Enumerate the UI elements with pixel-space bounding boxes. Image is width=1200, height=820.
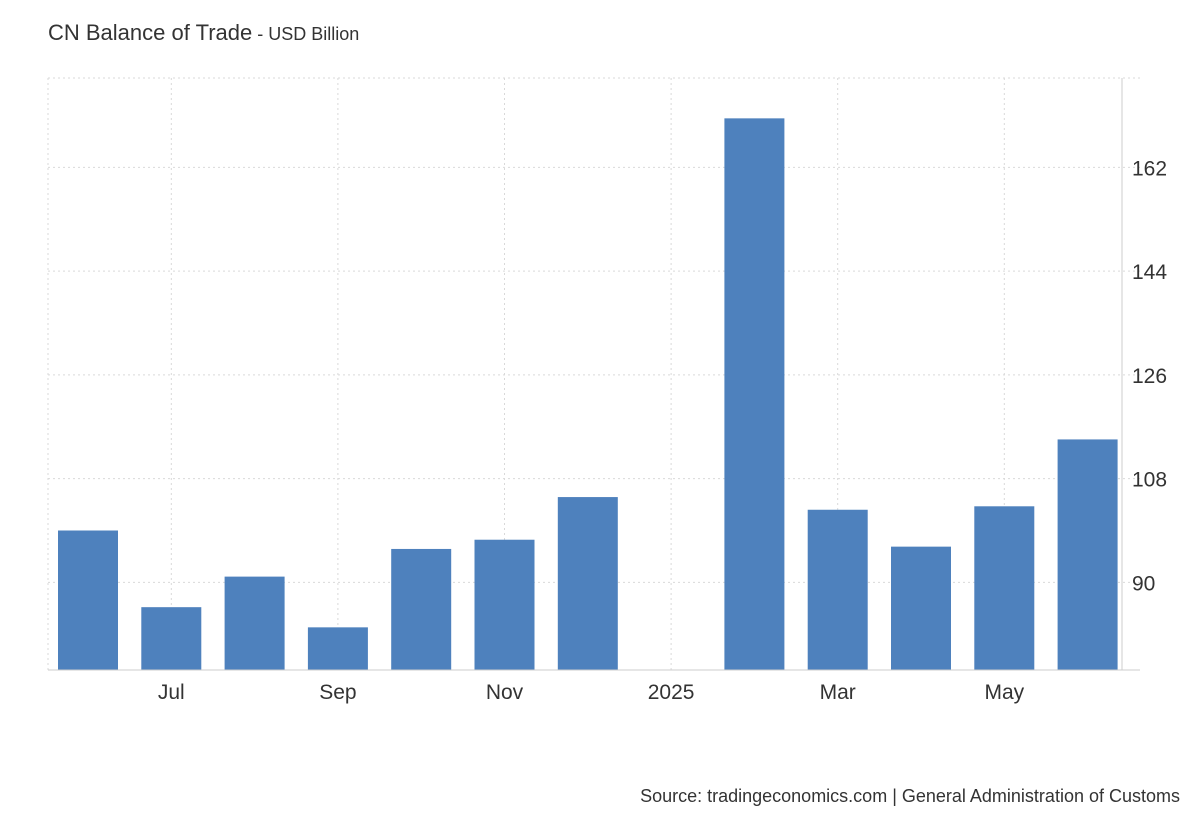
- bar: [141, 607, 202, 670]
- bar: [891, 546, 951, 670]
- x-tick-label: 2025: [648, 681, 695, 704]
- bar: [58, 530, 118, 670]
- bar: [724, 118, 785, 671]
- axis-layer: [48, 78, 1140, 671]
- labels-layer: 90 108 126 144 162 Jul Sep Nov 2025 Mar May: [158, 157, 1167, 704]
- x-tick-label: Sep: [319, 681, 356, 704]
- y-tick-label: 90: [1132, 572, 1155, 595]
- x-tick-label: Nov: [486, 681, 524, 704]
- chart-title: CN Balance of Trade - USD Billion: [48, 20, 359, 46]
- y-tick-label: 126: [1132, 365, 1167, 388]
- chart-title-text: CN Balance of Trade: [48, 20, 253, 45]
- x-tick-label: Mar: [820, 681, 856, 704]
- y-tick-label: 144: [1132, 261, 1167, 284]
- x-tick-label: Jul: [158, 681, 185, 704]
- y-tick-label: 108: [1132, 469, 1167, 492]
- bars-layer: [58, 118, 1118, 671]
- bar: [974, 506, 1035, 670]
- bar: [557, 497, 618, 670]
- bar: [307, 627, 368, 670]
- source-note: Source: tradingeconomics.com | General A…: [640, 786, 1180, 806]
- y-tick-label: 162: [1132, 157, 1167, 180]
- bar: [391, 548, 452, 670]
- x-tick-label: May: [984, 681, 1024, 704]
- bar: [474, 539, 535, 670]
- chart-subtitle: - USD Billion: [252, 24, 360, 44]
- grid-layer: [47, 77, 1140, 670]
- bar: [807, 509, 868, 670]
- bar: [224, 576, 285, 670]
- bar: [1057, 439, 1118, 670]
